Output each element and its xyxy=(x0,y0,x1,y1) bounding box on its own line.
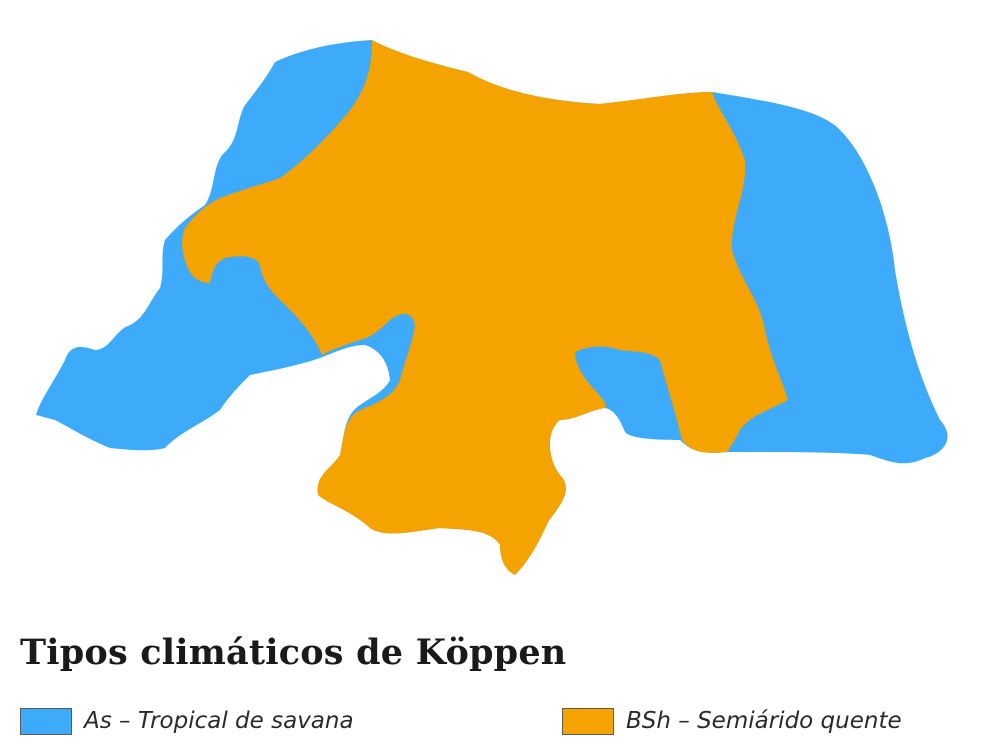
legend-swatch-bsh xyxy=(562,707,614,735)
legend-label-as: As – Tropical de savana xyxy=(84,708,354,734)
legend-item-bsh: BSh – Semiárido quente xyxy=(562,704,902,738)
legend-title: Tipos climáticos de Köppen xyxy=(20,632,567,673)
legend-item-as: As – Tropical de savana xyxy=(20,704,354,738)
climate-map xyxy=(36,40,948,575)
legend-swatch-as xyxy=(20,707,72,735)
legend-label-bsh: BSh – Semiárido quente xyxy=(626,708,902,734)
region-bsh xyxy=(182,40,788,575)
